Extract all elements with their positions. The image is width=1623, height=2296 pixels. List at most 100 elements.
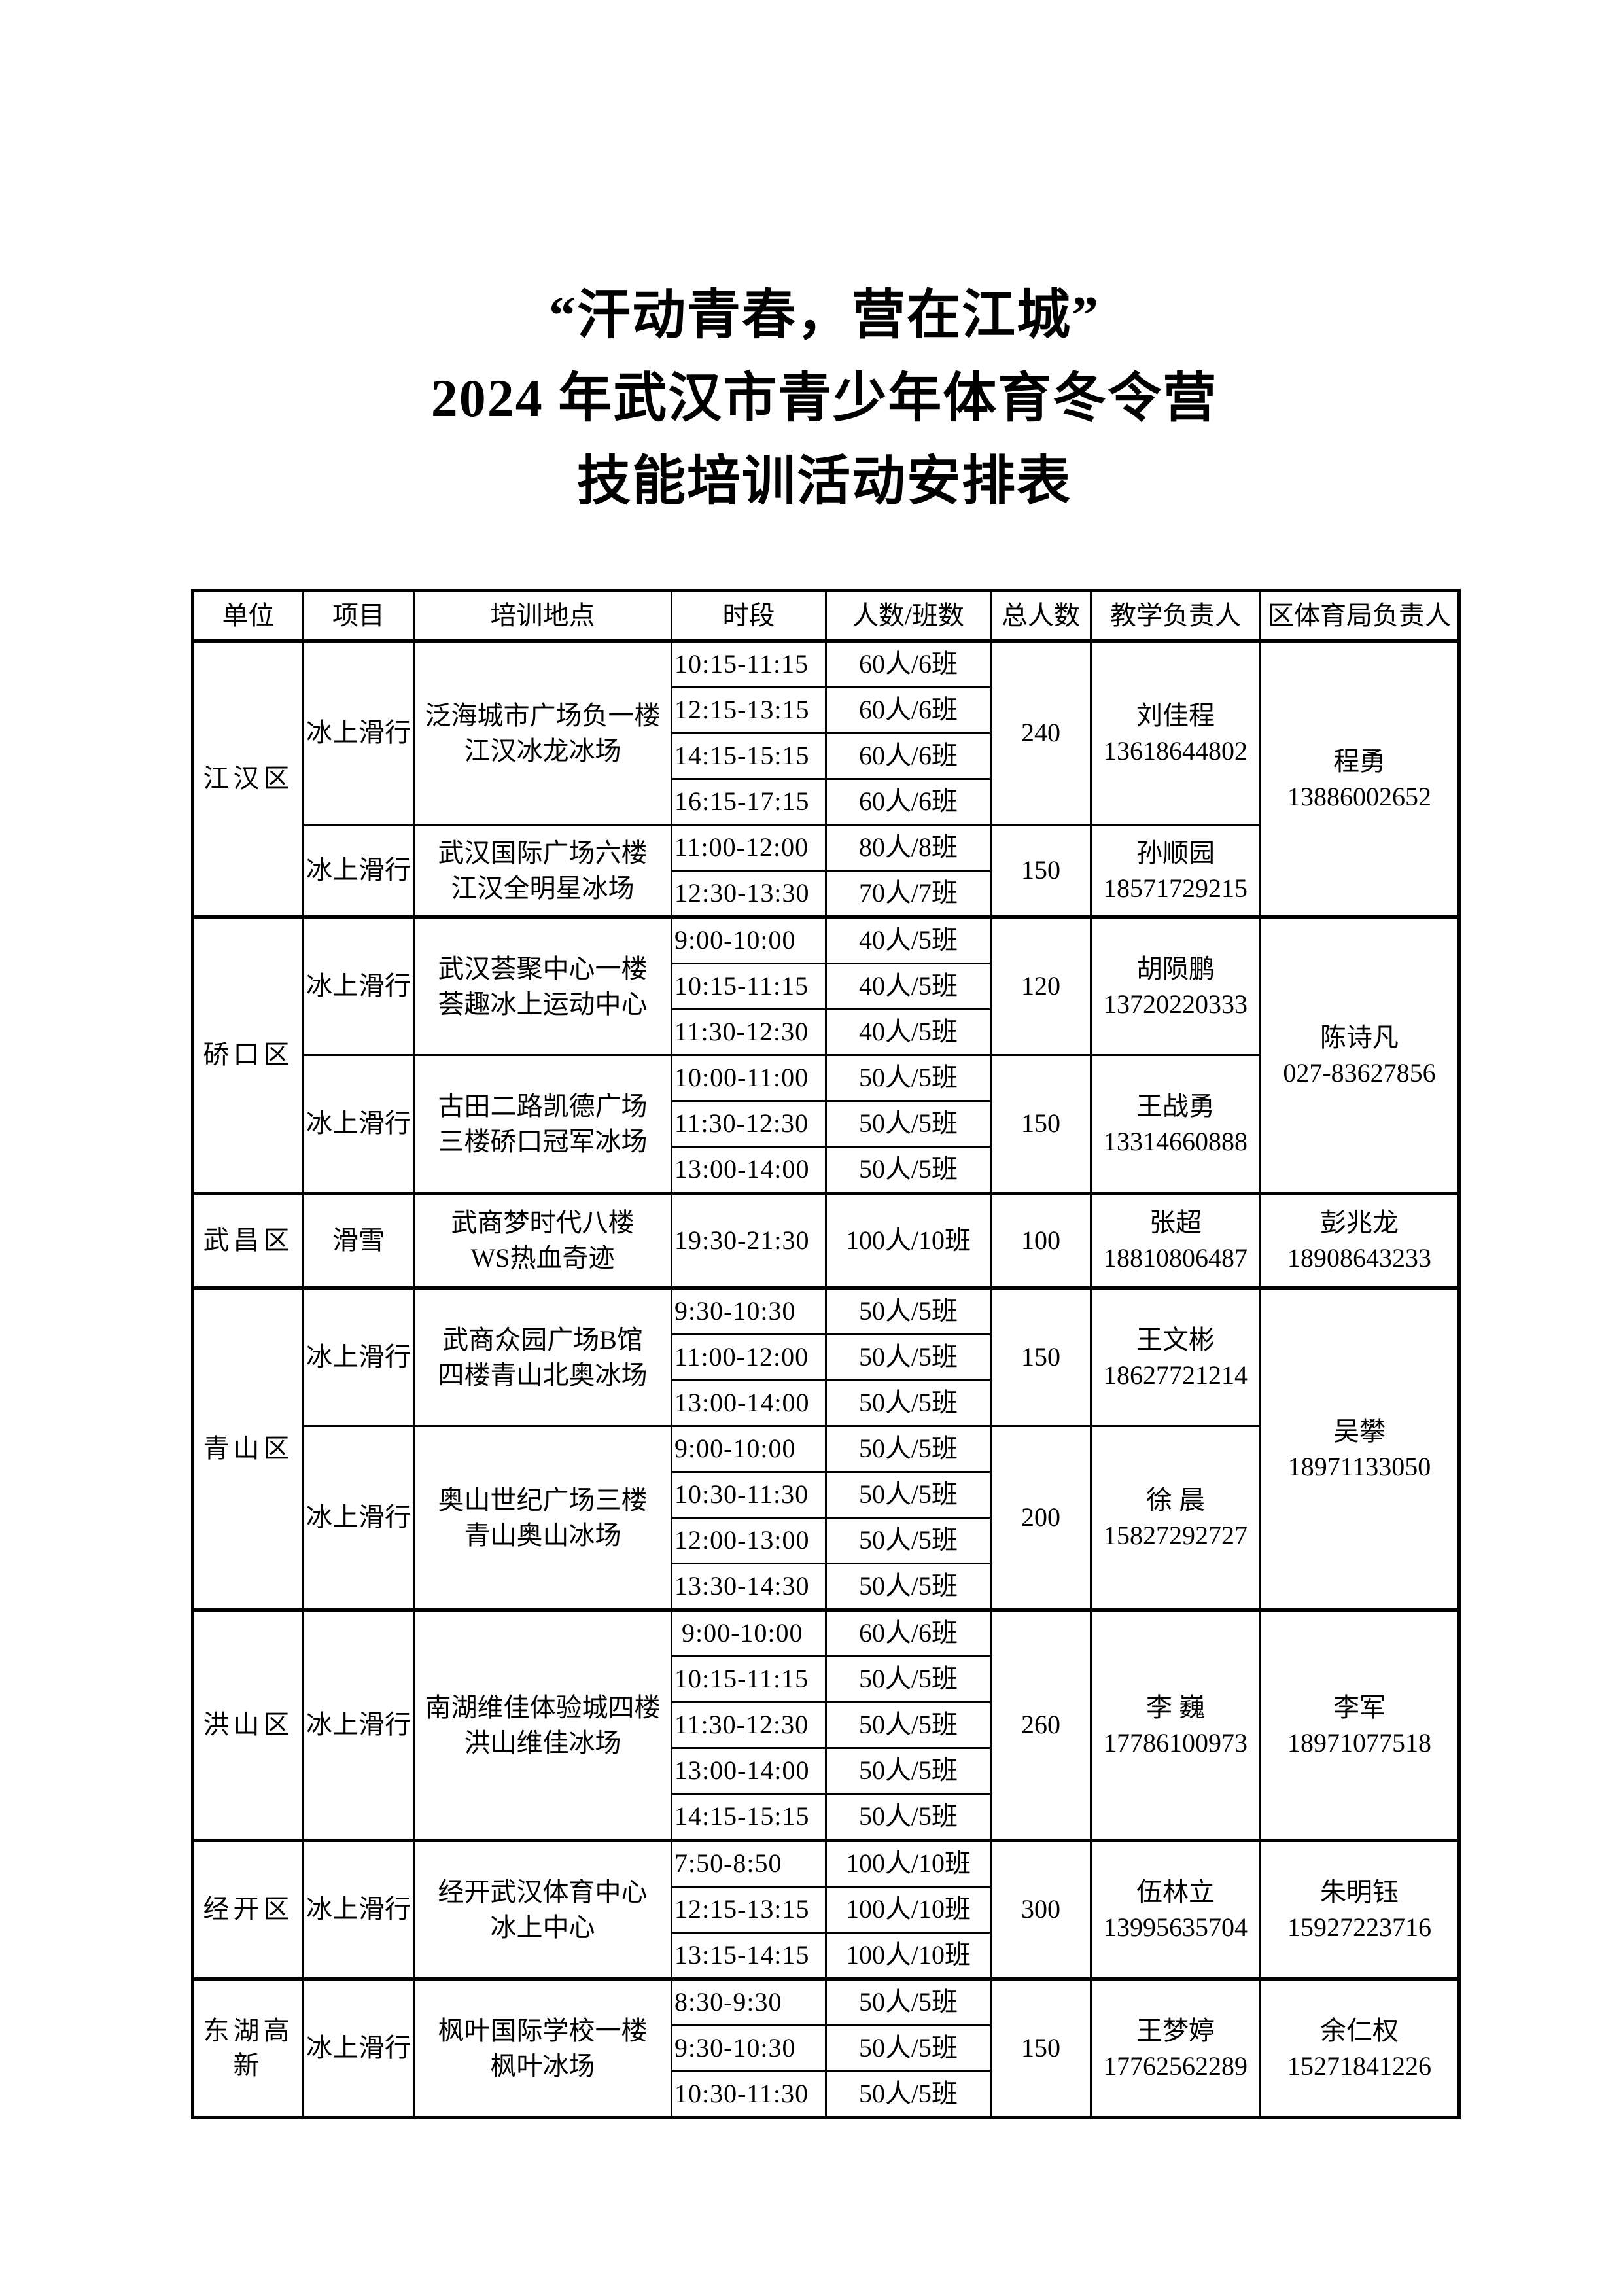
document-title: “汗动青春，营在江城” 2024 年武汉市青少年体育冬令营 技能培训活动安排表 [204,274,1444,523]
title-line-2: 2024 年武汉市青少年体育冬令营 [430,368,1218,428]
schedule-row: 10:15-11:15 50人/5班 [193,1655,1459,1703]
quota-cell: 60人/6班 [825,1608,992,1657]
official-cell: 程勇 13886002652 [1259,639,1460,918]
time-cell: 10:15-11:15 [671,1655,827,1703]
column-header-quota: 人数/班数 [825,590,992,643]
quota-cell: 40人/5班 [825,915,992,964]
quota-cell: 50人/5班 [825,1100,992,1148]
project-cell: 冰上滑行 [302,915,415,1056]
time-cell: 7:50-8:50 [671,1839,827,1888]
time-cell: 10:15-11:15 [671,639,827,688]
column-header-total: 总人数 [990,590,1092,643]
quota-cell: 50人/5班 [825,1146,992,1194]
column-header-unit: 单位 [192,590,304,643]
quota-cell: 50人/5班 [825,1563,992,1611]
schedule-row: 12:30-13:30 70人/7班 [193,870,1459,918]
quota-cell: 50人/5班 [825,1655,992,1703]
project-cell: 冰上滑行 [302,824,415,918]
time-cell: 9:30-10:30 [671,2024,827,2072]
venue-cell: 奥山世纪广场三楼 青山奥山冰场 [413,1425,672,1611]
title-line-1: “汗动青春，营在江城” [548,285,1100,345]
quota-cell: 50人/5班 [825,2070,992,2119]
schedule-row: 硚口区 冰上滑行 武汉荟聚中心一楼 荟趣冰上运动中心 9:00-10:00 40人/5班 1… [192,915,1460,1194]
venue-cell: 古田二路凯德广场 三楼硚口冠军冰场 [413,1054,672,1194]
time-cell: 11:00-12:00 [671,1333,827,1381]
schedule-row: 11:30-12:30 50人/5班 [193,1100,1459,1148]
schedule-row: 冰上滑行 古田二路凯德广场 三楼硚口冠军冰场 10:00-11:00 50人/5班 150… [193,1054,1459,1194]
teacher-cell: 徐 晨 15827292727 [1090,1425,1261,1611]
quota-cell: 50人/5班 [825,1471,992,1519]
total-cell: 300 [990,1839,1092,1980]
project-cell: 冰上滑行 [302,1425,415,1611]
schedule-row: 经开区 冰上滑行 经开武汉体育中心 冰上中心 7:50-8:50 100人/10班 300 伍… [192,1839,1460,1980]
time-cell: 16:15-17:15 [671,778,827,826]
quota-cell: 60人/6班 [825,778,992,826]
schedule-row: 武昌区 滑雪 武商梦时代八楼 WS热血奇迹 19:30-21:30 100人/10班 100… [192,1192,1460,1289]
schedule-row: 东湖高新 冰上滑行 枫叶国际学校一楼 枫叶冰场 8:30-9:30 50人/5班 150 王梦… [192,1977,1460,2119]
unit-cell: 硚口区 [192,915,304,1194]
quota-cell: 50人/5班 [825,1977,992,2026]
project-cell: 滑雪 [302,1192,415,1289]
schedule-row: 14:15-15:15 60人/6班 [193,732,1459,780]
teacher-cell: 李 巍 17786100973 [1090,1608,1261,1841]
header-row: 单位 项目 培训地点 时段 人数/班数 总人数 教学负责人 区体育局负责人 [192,590,1460,643]
quota-cell: 50人/5班 [825,1286,992,1335]
schedule-row: 12:15-13:15 100人/10班 [193,1886,1459,1934]
schedule-table: 单位 项目 培训地点 时段 人数/班数 总人数 教学负责人 区体育局负责人 江汉… [191,589,1461,2119]
quota-cell: 70人/7班 [825,870,992,918]
total-cell: 120 [990,915,1092,1056]
schedule-row: 11:30-12:30 40人/5班 [193,1008,1459,1056]
time-cell: 10:00-11:00 [671,1054,827,1102]
quota-cell: 50人/5班 [825,1425,992,1473]
teacher-cell: 刘佳程 13618644802 [1090,639,1261,826]
quota-cell: 100人/10班 [825,1839,992,1888]
time-cell: 13:00-14:00 [671,1379,827,1427]
schedule-row: 10:30-11:30 50人/5班 [193,2070,1459,2119]
time-cell: 8:30-9:30 [671,1977,827,2026]
column-header-time: 时段 [671,590,827,643]
time-cell: 12:15-13:15 [671,686,827,734]
quota-cell: 50人/5班 [825,2024,992,2072]
time-cell: 10:30-11:30 [671,1471,827,1519]
unit-cell: 洪山区 [192,1608,304,1841]
schedule-row: 12:00-13:00 50人/5班 [193,1517,1459,1564]
quota-cell: 50人/5班 [825,1793,992,1841]
venue-cell: 武商众园广场B馆 四楼青山北奥冰场 [413,1286,672,1427]
teacher-cell: 张超 18810806487 [1090,1192,1261,1289]
time-cell: 13:00-14:00 [671,1747,827,1795]
teacher-cell: 伍林立 13995635704 [1090,1839,1261,1980]
quota-cell: 60人/6班 [825,732,992,780]
teacher-cell: 胡陨鹏 13720220333 [1090,915,1261,1056]
schedule-row: 11:30-12:30 50人/5班 [193,1701,1459,1749]
total-cell: 100 [990,1192,1092,1289]
schedule-row: 13:00-14:00 50人/5班 [193,1146,1459,1194]
project-cell: 冰上滑行 [302,1608,415,1841]
venue-cell: 泛海城市广场负一楼 江汉冰龙冰场 [413,639,672,826]
time-cell: 11:30-12:30 [671,1100,827,1148]
official-cell: 朱明钰 15927223716 [1259,1839,1460,1980]
time-cell: 9:00-10:00 [671,1425,827,1473]
time-cell: 11:30-12:30 [671,1008,827,1056]
schedule-row: 11:00-12:00 50人/5班 [193,1333,1459,1381]
column-header-project: 项目 [302,590,415,643]
time-cell: 12:15-13:15 [671,1886,827,1934]
time-cell: 9:00-10:00 [671,1608,827,1657]
time-cell: 13:15-14:15 [671,1932,827,1980]
total-cell: 150 [990,824,1092,918]
project-cell: 冰上滑行 [302,1977,415,2119]
quota-cell: 60人/6班 [825,639,992,688]
time-cell: 11:30-12:30 [671,1701,827,1749]
venue-cell: 经开武汉体育中心 冰上中心 [413,1839,672,1980]
venue-cell: 南湖维佳体验城四楼 洪山维佳冰场 [413,1608,672,1841]
time-cell: 11:00-12:00 [671,824,827,872]
teacher-cell: 王文彬 18627721214 [1090,1286,1261,1427]
quota-cell: 100人/10班 [825,1932,992,1980]
venue-cell: 枫叶国际学校一楼 枫叶冰场 [413,1977,672,2119]
official-cell: 彭兆龙 18908643233 [1259,1192,1460,1289]
time-cell: 13:30-14:30 [671,1563,827,1611]
time-cell: 19:30-21:30 [671,1192,827,1289]
schedule-row: 13:00-14:00 50人/5班 [193,1747,1459,1795]
teacher-cell: 孙顺园 18571729215 [1090,824,1261,918]
unit-cell: 青山区 [192,1286,304,1611]
quota-cell: 50人/5班 [825,1379,992,1427]
